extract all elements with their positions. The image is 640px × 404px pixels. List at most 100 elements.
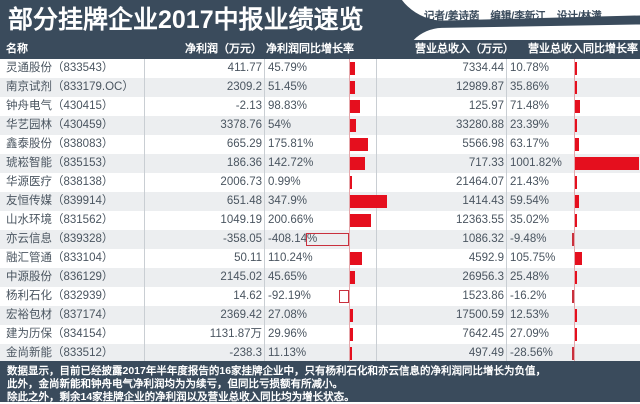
cell-revenue: 125.97 — [468, 100, 504, 112]
column-header-revenue: 营业总收入（万元） — [415, 43, 514, 55]
cell-net-profit: -2.13 — [235, 100, 262, 112]
cell-revenue-growth: -16.2% — [510, 290, 547, 302]
column-divider-4 — [506, 59, 507, 361]
footer-line-2: 此外，金尚新能和钟舟电气净利润均为为续亏，但同比亏损额有所减小。 — [7, 378, 343, 390]
cell-net-profit: 14.62 — [233, 290, 262, 302]
profit-growth-bar — [350, 157, 365, 170]
cell-revenue-growth: 63.17% — [510, 138, 550, 150]
table-row: 中源股份（836129） 2145.02 45.65% 26956.3 25.48% — [0, 268, 640, 287]
cell-net-profit: 1131.87万 — [209, 328, 262, 340]
revenue-growth-bar — [575, 214, 578, 227]
cell-revenue-growth: 71.48% — [510, 100, 550, 112]
table-body: 灵通股份（833543） 411.77 45.79% 7334.44 10.78% 南京试… — [0, 59, 640, 361]
table-row: 南京试剂（833179.OC） 2309.2 51.45% 12989.87 35.86… — [0, 78, 640, 97]
cell-revenue: 5566.98 — [462, 138, 504, 150]
column-divider-3 — [376, 59, 377, 361]
profit-growth-bar — [350, 176, 352, 189]
cell-net-profit: 50.11 — [234, 252, 262, 264]
cell-profit-growth: -92.19% — [268, 290, 311, 302]
revenue-growth-bar — [575, 252, 582, 265]
cell-revenue: 12989.87 — [456, 81, 504, 93]
cell-revenue-growth: 25.48% — [510, 271, 550, 283]
cell-net-profit: 186.36 — [226, 157, 262, 169]
cell-company-name: 琥崧智能（835153） — [6, 157, 114, 169]
table-row: 钟舟电气（430415） -2.13 98.83% 125.97 71.48% — [0, 97, 640, 116]
cell-net-profit: -238.3 — [229, 347, 262, 359]
banner-swoosh-bottom-shape — [401, 23, 640, 40]
table-header-row: 名称 净利润（万元） 净利润同比增长率 营业总收入（万元） 营业总收入同比增长率 — [0, 40, 640, 59]
cell-company-name: 中源股份（836129） — [6, 271, 114, 283]
cell-revenue: 717.33 — [468, 157, 504, 169]
column-header-profit-growth: 净利润同比增长率 — [266, 43, 354, 55]
cell-net-profit: 1049.19 — [220, 214, 262, 226]
cell-profit-growth: 11.13% — [268, 347, 307, 359]
cell-company-name: 建为历保（834154） — [6, 328, 114, 340]
cell-revenue: 33280.88 — [456, 119, 504, 131]
cell-revenue-growth: 10.78% — [510, 62, 550, 74]
revenue-growth-bar — [572, 290, 574, 303]
profit-growth-zero-axis — [349, 59, 350, 361]
cell-company-name: 华源医疗（838138） — [6, 176, 114, 188]
table-row: 华源医疗（838138） 2006.73 0.99% 21464.07 21.43% — [0, 173, 640, 192]
cell-net-profit: 651.48 — [226, 195, 262, 207]
table-row: 宏裕包材（837174） 2369.42 27.08% 17500.59 12.53% — [0, 306, 640, 325]
column-header-name: 名称 — [6, 43, 28, 55]
profit-growth-bar — [350, 138, 369, 151]
revenue-growth-bar — [575, 328, 577, 341]
cell-profit-growth: 347.9% — [268, 195, 308, 207]
column-header-net-profit: 净利润（万元） — [185, 43, 262, 55]
cell-profit-growth: 45.79% — [268, 62, 308, 74]
cell-revenue-growth: 27.09% — [510, 328, 550, 340]
column-divider-2 — [264, 59, 265, 361]
profit-growth-bar — [350, 309, 353, 322]
cell-revenue: 7642.45 — [462, 328, 504, 340]
page-title: 部分挂牌企业2017中报业绩速览 — [8, 6, 364, 34]
profit-growth-bar — [350, 252, 362, 265]
footer-note: 数据显示，目前已经披露2017年半年度报告的16家挂牌企业中，只有杨利石化和亦云… — [0, 361, 640, 403]
cell-net-profit: 665.29 — [226, 138, 262, 150]
cell-profit-growth: 45.65% — [268, 271, 308, 283]
cell-profit-growth: 142.72% — [268, 157, 314, 169]
table-row: 山水环境（831562） 1049.19 200.66% 12363.55 35.02% — [0, 211, 640, 230]
revenue-growth-bar — [575, 271, 577, 284]
title-banner: 部分挂牌企业2017中报业绩速览 记者/姜诗菡 编辑/李新江 设计/林潢 — [0, 0, 640, 40]
revenue-growth-bar — [575, 100, 580, 113]
footer-line-3: 除此之外，剩余14家挂牌企业的净利润以及营业总收入同比均为增长状态。 — [7, 391, 355, 403]
cell-revenue: 1414.43 — [462, 195, 504, 207]
cell-net-profit: 411.77 — [227, 62, 262, 74]
cell-profit-growth: 175.81% — [268, 138, 314, 150]
profit-growth-bar — [350, 271, 355, 284]
cell-revenue: 497.49 — [468, 347, 504, 359]
cell-revenue-growth: 35.86% — [510, 81, 550, 93]
table-row: 琥崧智能（835153） 186.36 142.72% 717.33 1001.82% — [0, 154, 640, 173]
cell-revenue-growth: 12.53% — [510, 309, 550, 321]
revenue-growth-bar — [575, 138, 579, 151]
cell-profit-growth: -408.14% — [268, 233, 318, 245]
profit-growth-bar — [306, 233, 349, 246]
revenue-growth-bar — [575, 157, 639, 170]
cell-company-name: 杨利石化（832939） — [6, 290, 114, 302]
column-header-revenue-growth: 营业总收入同比增长率 — [528, 43, 638, 55]
cell-revenue-growth: 35.02% — [510, 214, 550, 226]
revenue-growth-bar — [575, 195, 579, 208]
revenue-growth-bar — [575, 81, 578, 94]
profit-growth-bar — [350, 100, 361, 113]
cell-profit-growth: 29.96% — [268, 328, 308, 340]
cell-profit-growth: 200.66% — [268, 214, 314, 226]
byline-editor: 编辑/李新江 — [490, 10, 546, 22]
byline-reporter: 记者/姜诗菡 — [424, 10, 480, 22]
revenue-growth-zero-axis — [574, 59, 575, 361]
profit-growth-bar — [350, 81, 356, 94]
cell-company-name: 山水环境（831562） — [6, 214, 114, 226]
cell-profit-growth: 98.83% — [268, 100, 308, 112]
cell-net-profit: 2006.73 — [220, 176, 262, 188]
table-row: 建为历保（834154） 1131.87万 29.96% 7642.45 27.09% — [0, 325, 640, 344]
cell-revenue-growth: -28.56% — [510, 347, 553, 359]
revenue-growth-bar — [575, 309, 577, 322]
byline: 记者/姜诗菡 编辑/李新江 设计/林潢 — [424, 9, 602, 23]
cell-net-profit: 2369.42 — [220, 309, 262, 321]
cell-net-profit: -358.05 — [222, 233, 262, 245]
table-row: 灵通股份（833543） 411.77 45.79% 7334.44 10.78% — [0, 59, 640, 78]
cell-revenue: 21464.07 — [456, 176, 504, 188]
cell-revenue: 4592.9 — [468, 252, 504, 264]
